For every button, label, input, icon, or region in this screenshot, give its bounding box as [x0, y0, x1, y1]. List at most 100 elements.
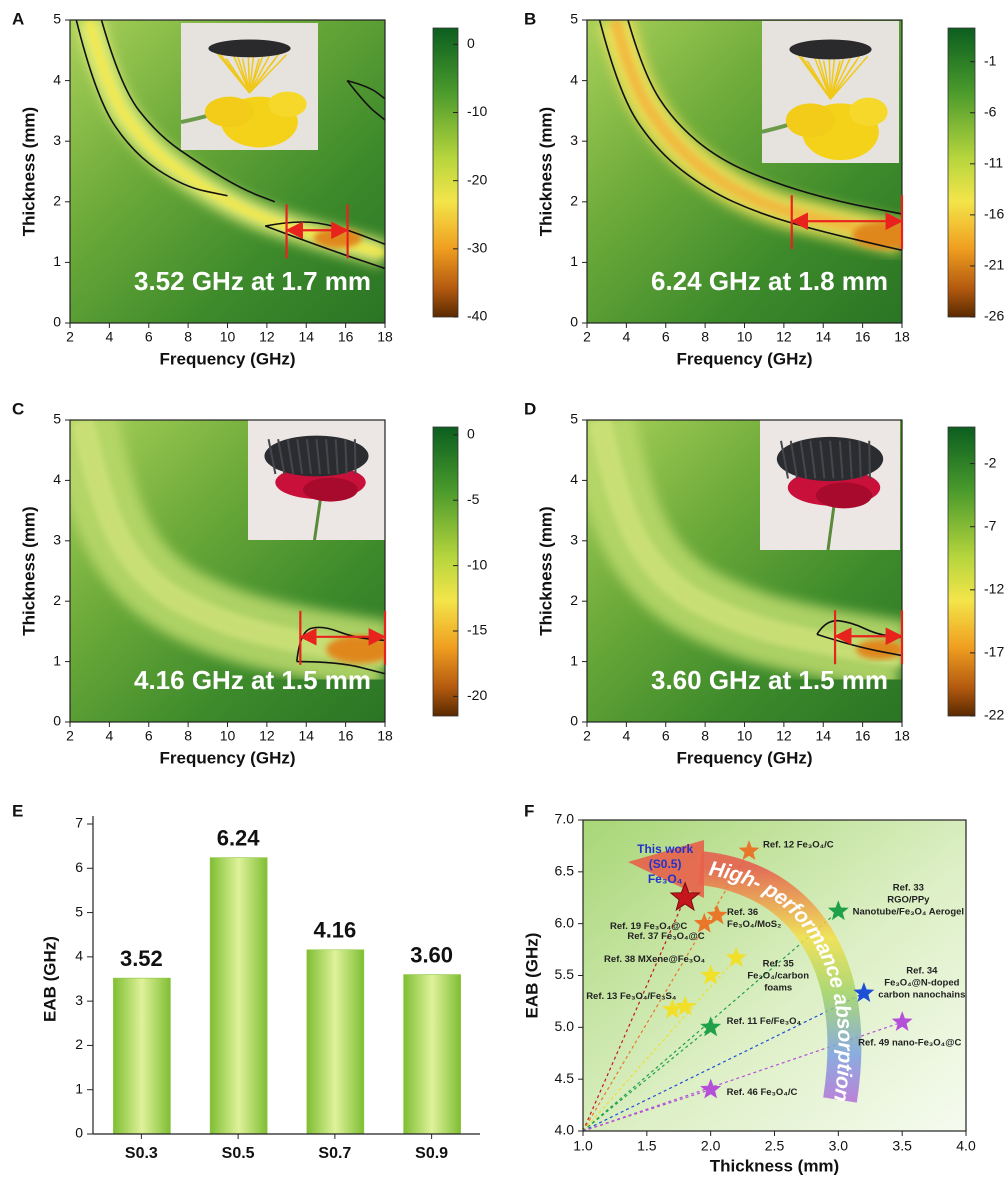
- rose: [816, 482, 872, 508]
- y-tick-label: 1: [570, 253, 578, 269]
- fiber: [869, 441, 870, 479]
- x-tick-label: 3.0: [829, 1138, 849, 1154]
- colorbar-tick-label: -15: [467, 622, 487, 638]
- absorption-peak: [856, 640, 904, 660]
- x-tick-label: 1.5: [637, 1138, 657, 1154]
- x-tick-label: 14: [815, 329, 831, 345]
- x-tick-label: 18: [894, 329, 910, 345]
- y-tick-label: 5: [53, 11, 61, 27]
- x-axis-title: Frequency (GHz): [159, 748, 295, 767]
- y-tick-label: 0: [53, 713, 61, 729]
- point-label: Ref. 36: [727, 907, 758, 918]
- x-axis-title: Frequency (GHz): [676, 748, 812, 767]
- y-tick-label: 3: [53, 132, 61, 148]
- y-tick-label: 4: [53, 471, 61, 487]
- y-tick-label: 7: [75, 815, 83, 831]
- y-tick-label: 2: [75, 1036, 83, 1052]
- y-tick-label: 5: [75, 903, 83, 919]
- colorbar-tick-label: -40: [467, 308, 487, 324]
- colorbar-tick-label: 0: [467, 426, 475, 442]
- colorbar-tick-label: -17: [984, 644, 1004, 660]
- point-label: Ref. 35: [763, 958, 795, 969]
- value-label: 4.16: [313, 918, 356, 943]
- point-label: Fe₃O₄@N-doped: [884, 978, 959, 989]
- colorbar-tick-label: -7: [984, 517, 997, 533]
- point-label: Ref. 38 MXene@Fe₃O₄: [604, 954, 706, 965]
- y-tick-label: 6.0: [555, 914, 575, 930]
- x-tick-label: 2: [583, 329, 591, 345]
- petal: [268, 92, 306, 117]
- x-tick-label: 12: [259, 329, 275, 345]
- y-axis-title: Thickness (mm): [19, 107, 38, 236]
- x-tick-label: S0.7: [318, 1145, 351, 1162]
- point-label: Ref. 34: [906, 966, 938, 977]
- panel-letter: E: [12, 801, 23, 820]
- y-tick-label: 6.5: [555, 863, 575, 879]
- x-tick-label: 2: [66, 329, 74, 345]
- colorbar-tick-label: 0: [467, 35, 475, 51]
- panel-letter: F: [524, 801, 534, 820]
- x-tick-label: 12: [776, 329, 792, 345]
- x-tick-label: 2.0: [701, 1138, 721, 1154]
- y-tick-label: 2: [53, 592, 61, 608]
- x-tick-label: 1.0: [573, 1138, 593, 1154]
- x-tick-label: 4.0: [956, 1138, 976, 1154]
- panel-letter: C: [12, 399, 24, 418]
- point-label: Ref. 11 Fe/Fe₃O₄: [727, 1016, 802, 1027]
- y-tick-label: 6: [75, 859, 83, 875]
- x-axis-title: Frequency (GHz): [159, 349, 295, 368]
- value-label: 3.60: [410, 942, 453, 967]
- black-mass: [208, 40, 290, 58]
- absorption-peak: [853, 221, 920, 249]
- y-tick-label: 5: [53, 411, 61, 427]
- x-tick-label: 18: [377, 728, 393, 744]
- y-tick-label: 4.5: [555, 1070, 575, 1086]
- y-tick-label: 0: [570, 314, 578, 330]
- colorbar-tick-label: -10: [467, 103, 487, 119]
- y-tick-label: 2: [53, 193, 61, 209]
- fiber: [345, 439, 346, 474]
- x-tick-label: 8: [701, 329, 709, 345]
- x-tick-label: 8: [184, 329, 192, 345]
- panel-letter: B: [524, 9, 536, 28]
- colorbar-tick-label: -21: [984, 257, 1004, 273]
- x-tick-label: 8: [184, 728, 192, 744]
- y-axis-title: EAB (GHz): [40, 936, 59, 1022]
- colorbar-tick-label: -11: [984, 155, 1003, 171]
- colorbar-tick-label: -5: [467, 491, 480, 507]
- y-tick-label: 5.5: [555, 966, 575, 982]
- annotation: 6.24 GHz at 1.8 mm: [651, 266, 888, 296]
- y-tick-label: 1: [53, 652, 61, 668]
- x-axis-title: Frequency (GHz): [676, 349, 812, 368]
- x-tick-label: 18: [894, 728, 910, 744]
- x-tick-label: 8: [701, 728, 709, 744]
- colorbar-tick-label: -1: [984, 52, 997, 68]
- point-label: Ref. 12 Fe₃O₄/C: [763, 840, 834, 851]
- y-tick-label: 1: [75, 1080, 83, 1096]
- x-tick-label: 18: [377, 329, 393, 345]
- colorbar-tick-label: -6: [984, 103, 997, 119]
- colorbar-tick-label: -30: [467, 240, 487, 256]
- x-tick-label: 10: [737, 728, 753, 744]
- annotation: 4.16 GHz at 1.5 mm: [134, 665, 371, 695]
- y-tick-label: 5: [570, 411, 578, 427]
- y-tick-label: 4: [570, 471, 578, 487]
- x-tick-label: S0.9: [415, 1145, 448, 1162]
- colorbar-tick-label: -22: [984, 707, 1004, 723]
- point-label: Ref. 13 Fe₃O₄/Fe₃S₄: [586, 991, 677, 1002]
- panel-letter: D: [524, 399, 536, 418]
- point-label: RGO/PPy: [887, 895, 930, 906]
- point-label: carbon nanochains: [878, 990, 965, 1001]
- x-tick-label: 16: [855, 728, 871, 744]
- y-tick-label: 2: [570, 592, 578, 608]
- point-label: Fe₃O₄/MoS₂: [727, 919, 781, 930]
- bar: [113, 978, 170, 1134]
- x-tick-label: 6: [145, 329, 153, 345]
- x-tick-label: 4: [105, 728, 113, 744]
- point-label: (S0.5): [649, 857, 682, 871]
- x-tick-label: 14: [298, 329, 314, 345]
- y-tick-label: 4: [75, 948, 83, 964]
- point-label: This work: [637, 842, 693, 856]
- x-tick-label: 16: [338, 329, 354, 345]
- bar: [210, 858, 267, 1134]
